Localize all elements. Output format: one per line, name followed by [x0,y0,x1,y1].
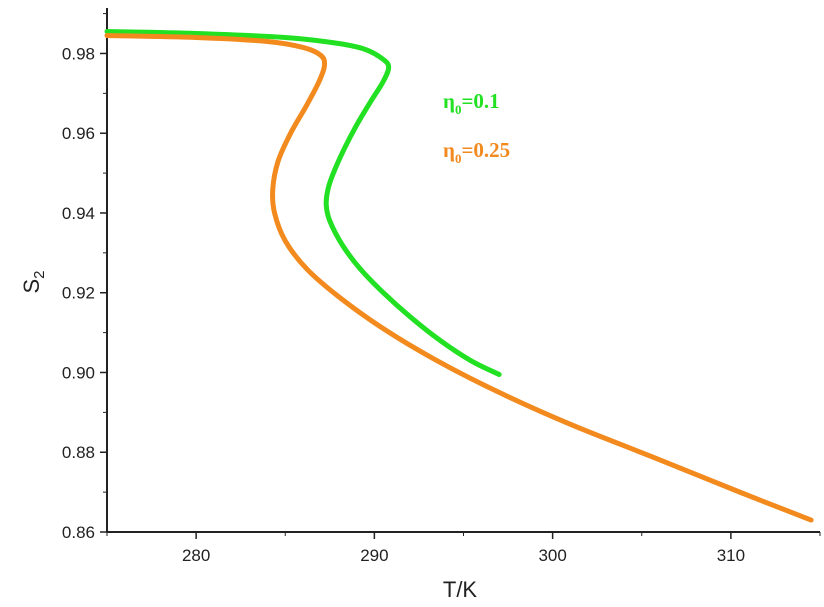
x-tick-label: 280 [182,546,210,565]
x-tick-label: 310 [717,546,745,565]
legend-series-2-symbol: η [443,138,455,162]
y-tick-label: 0.98 [62,44,95,63]
axes: 0.86 0.88 0.90 0.92 0.94 0.96 0.98 280 290 300 310 [62,8,821,565]
legend-series-1-subscript: 0 [455,102,462,117]
legend: η0=0.1 η0=0.25 [443,89,510,166]
series-line-2 [104,33,814,523]
legend-series-2-subscript: 0 [455,151,462,166]
y-tick-label: 0.86 [62,523,95,542]
legend-entry-series-2: η0=0.25 [443,138,510,166]
legend-series-2-value: =0.25 [461,138,510,162]
y-tick-label: 0.90 [62,363,95,382]
legend-entry-series-1: η0=0.1 [443,89,500,117]
series-line-1 [104,29,502,377]
y-tick-label: 0.92 [62,284,95,303]
x-tick-label: 290 [360,546,388,565]
legend-series-1-symbol: η [443,89,455,113]
y-tick-label: 0.94 [62,204,95,223]
x-axis-label: T/K [443,577,478,602]
y-axis-label-main: S [19,279,44,294]
y-axis-label: S2 [19,270,48,293]
x-tick-label: 300 [538,546,566,565]
legend-series-1-value: =0.1 [461,89,499,113]
y-axis-label-subscript: 2 [31,270,48,278]
series-layer [104,29,814,523]
y-tick-label: 0.88 [62,443,95,462]
y-tick-label: 0.96 [62,124,95,143]
